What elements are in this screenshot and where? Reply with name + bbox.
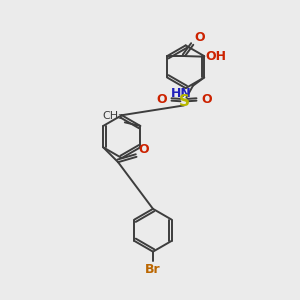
Text: O: O bbox=[156, 93, 167, 106]
Text: OH: OH bbox=[205, 50, 226, 63]
Text: HN: HN bbox=[171, 87, 191, 100]
Text: CH₃: CH₃ bbox=[102, 111, 123, 121]
Text: Br: Br bbox=[145, 263, 161, 276]
Text: O: O bbox=[201, 93, 212, 106]
Text: O: O bbox=[194, 31, 205, 44]
Text: S: S bbox=[178, 94, 190, 109]
Text: O: O bbox=[138, 142, 148, 156]
